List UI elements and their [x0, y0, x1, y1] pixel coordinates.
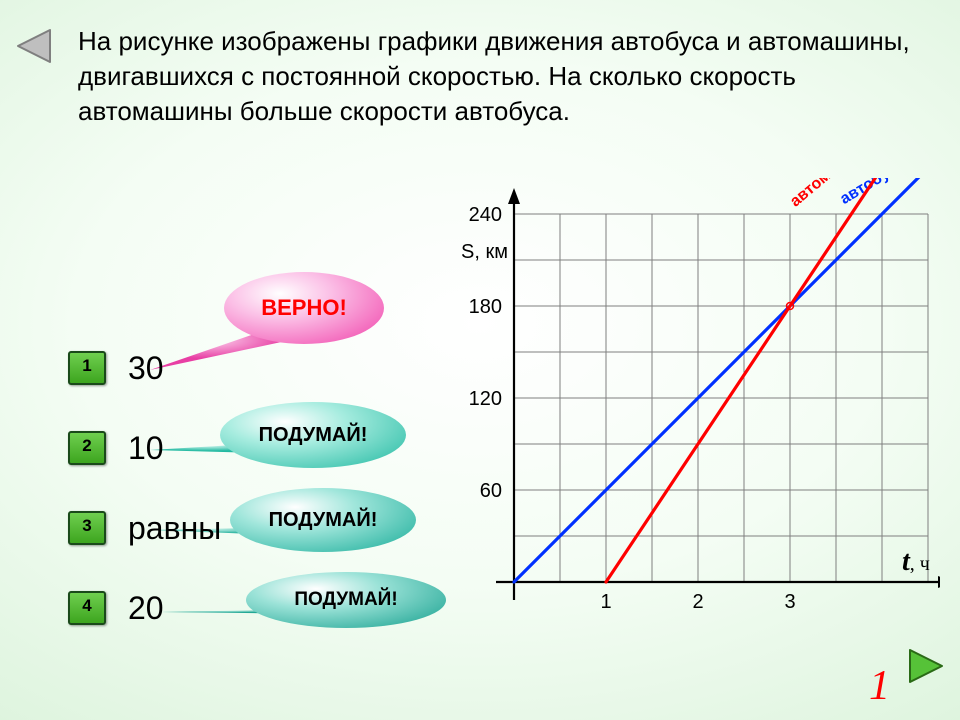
- next-arrow-button[interactable]: [906, 648, 946, 684]
- triangle-right-icon: [906, 648, 946, 684]
- slide-number: 1: [869, 662, 890, 710]
- svg-text:120: 120: [469, 388, 502, 410]
- answer-row: 3 равны: [68, 506, 221, 550]
- svg-text:1: 1: [600, 591, 611, 613]
- answer-text-1: 30: [128, 350, 164, 387]
- answer-button-3[interactable]: 3: [68, 511, 106, 545]
- answer-text-2: 10: [128, 430, 164, 467]
- feedback-bubble-correct: ВЕРНО!: [224, 272, 384, 344]
- bubble-text: ПОДУМАЙ!: [269, 509, 378, 531]
- svg-text:2: 2: [692, 591, 703, 613]
- question-text: На рисунке изображены графики движения а…: [78, 24, 936, 129]
- feedback-bubble-think-1: ПОДУМАЙ!: [220, 402, 406, 468]
- answer-row: 4 20: [68, 586, 221, 630]
- answer-button-4[interactable]: 4: [68, 591, 106, 625]
- svg-text:180: 180: [469, 296, 502, 318]
- bubble-text: ПОДУМАЙ!: [259, 424, 368, 446]
- svg-text:S, км: S, км: [461, 241, 508, 263]
- bubble-text: ПОДУМАЙ!: [294, 590, 397, 611]
- svg-text:3: 3: [784, 591, 795, 613]
- feedback-bubble-think-2: ПОДУМАЙ!: [230, 488, 416, 552]
- answer-text-3: равны: [128, 510, 221, 547]
- answer-row: 2 10: [68, 426, 221, 470]
- answer-text-4: 20: [128, 590, 164, 627]
- triangle-left-icon: [14, 28, 54, 64]
- answer-row: 1 30: [68, 346, 221, 390]
- answer-button-1[interactable]: 1: [68, 351, 106, 385]
- svg-text:60: 60: [480, 480, 502, 502]
- bubble-text: ВЕРНО!: [261, 296, 347, 320]
- chart-svg: 60120180240300123S, кмt, чавтобусавтомаш…: [460, 178, 940, 658]
- back-arrow-button[interactable]: [14, 28, 54, 64]
- svg-text:240: 240: [469, 204, 502, 226]
- svg-text:t, ч: t, ч: [902, 546, 930, 577]
- answer-button-2[interactable]: 2: [68, 431, 106, 465]
- feedback-bubble-think-3: ПОДУМАЙ!: [246, 572, 446, 628]
- answers-block: 1 30 2 10 3 равны 4 20: [68, 346, 221, 666]
- motion-chart: 60120180240300123S, кмt, чавтобусавтомаш…: [460, 178, 940, 658]
